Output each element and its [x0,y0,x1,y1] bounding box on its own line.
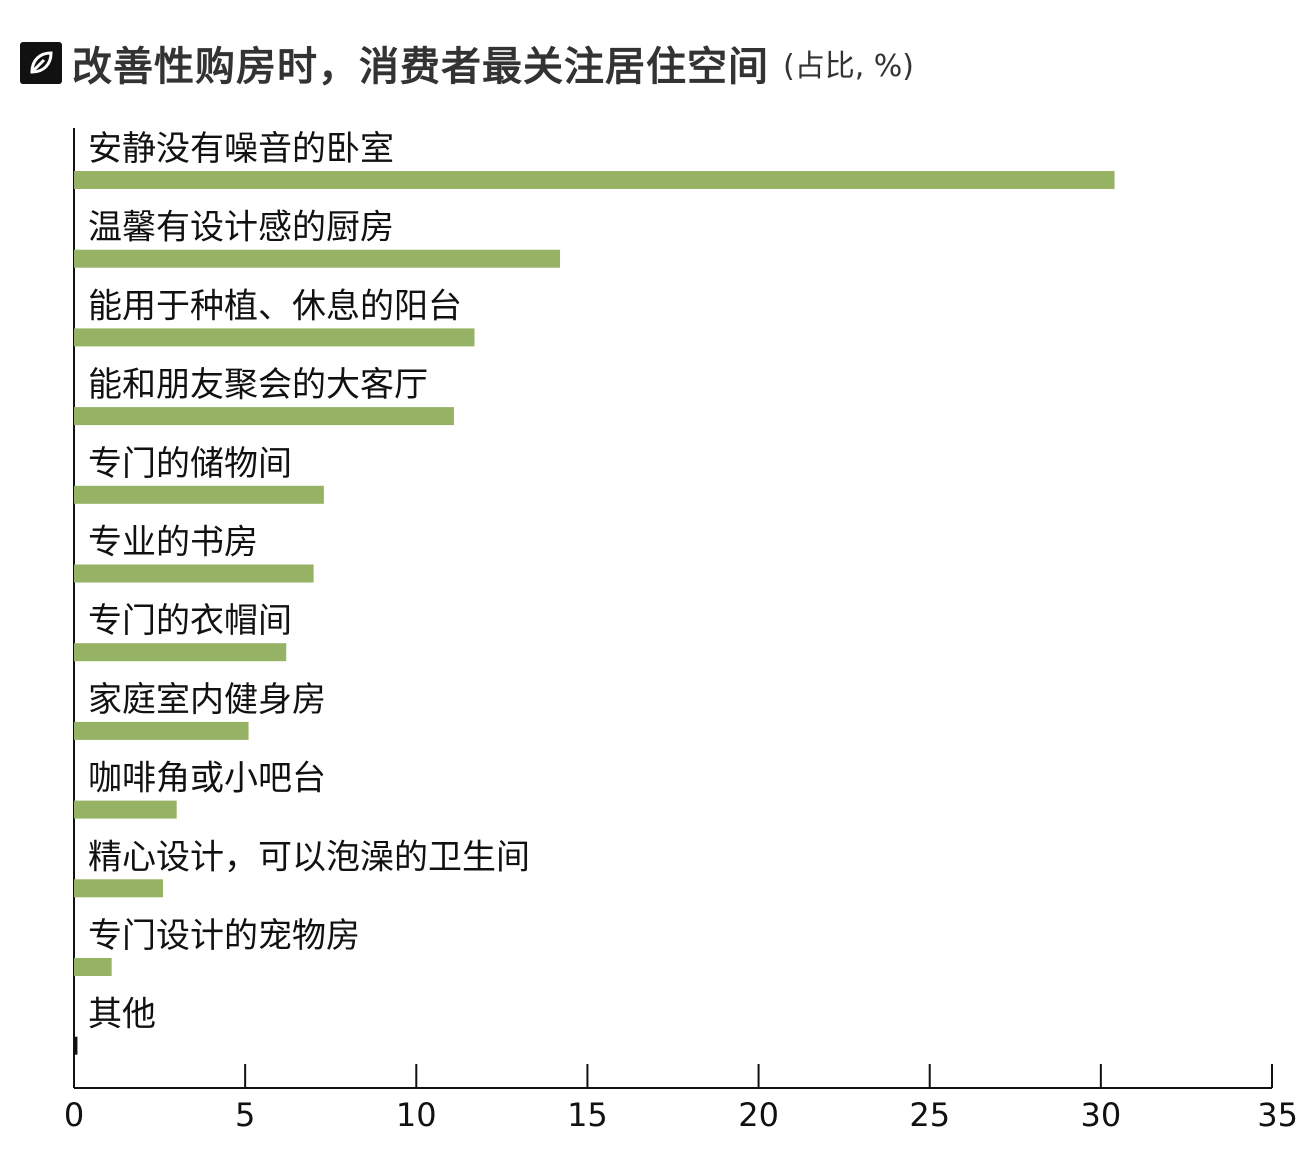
category-label: 专门的储物间 [88,444,292,484]
x-tick-label: 25 [909,1096,950,1134]
x-tick-label: 30 [1080,1096,1121,1134]
bar [74,879,163,898]
x-tick-label: 0 [64,1096,84,1134]
bar [74,721,249,740]
category-label: 精心设计，可以泡澡的卫生间 [88,837,530,877]
category-label: 咖啡角或小吧台 [88,759,326,799]
bar [74,958,112,976]
category-label: 专门的衣帽间 [88,601,292,641]
category-label: 家庭室内健身房 [88,680,326,720]
bar [74,171,1115,189]
x-tick-label: 10 [396,1096,437,1134]
category-label: 其他 [88,995,156,1035]
category-label: 安静没有噪音的卧室 [88,129,394,169]
bar [74,564,314,583]
bar [74,407,454,426]
bar [74,485,324,504]
leaf-logo-icon [20,42,62,84]
bar [74,328,475,347]
category-label: 温馨有设计感的厨房 [88,208,394,248]
chart-subtitle: (占比, %) [783,49,914,84]
category-label: 能用于种植、休息的阳台 [88,286,462,326]
category-label: 专业的书房 [88,523,258,563]
category-label: 专门设计的宠物房 [88,916,360,956]
x-tick-label: 20 [738,1096,779,1134]
x-tick-label: 15 [567,1096,608,1134]
bar [74,1036,78,1055]
category-label: 能和朋友聚会的大客厅 [88,365,428,405]
x-tick-label: 5 [235,1096,255,1134]
x-tick-label: 35 [1257,1096,1298,1134]
chart-header: 改善性购房时，消费者最关注居住空间 (占比, %) [20,38,914,90]
bar [74,800,177,819]
chart-title: 改善性购房时，消费者最关注居住空间 [72,44,769,90]
bar [74,249,561,268]
bar [74,643,287,662]
